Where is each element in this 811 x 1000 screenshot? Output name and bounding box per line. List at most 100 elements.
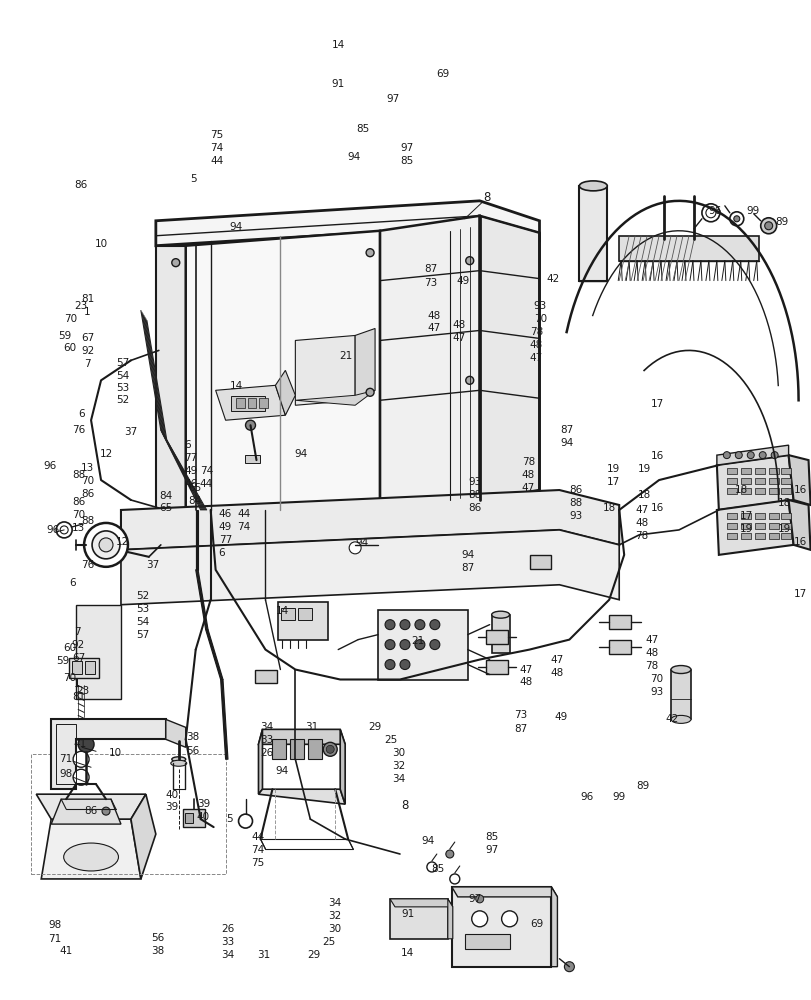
Text: 16: 16	[650, 451, 663, 461]
Text: 87: 87	[461, 563, 474, 573]
Ellipse shape	[172, 757, 186, 762]
Bar	[726, 468, 736, 474]
Text: 87: 87	[423, 264, 436, 274]
Text: 77: 77	[218, 535, 232, 545]
Polygon shape	[41, 819, 141, 879]
Bar	[768, 533, 778, 539]
Bar	[185, 813, 192, 823]
Text: 38: 38	[151, 946, 164, 956]
Text: 54: 54	[135, 617, 149, 627]
Text: 86: 86	[81, 489, 94, 499]
Text: 94: 94	[560, 438, 573, 448]
Text: 67: 67	[81, 333, 94, 343]
Text: 53: 53	[135, 604, 149, 614]
Text: 89: 89	[635, 781, 648, 791]
Text: 52: 52	[116, 395, 130, 405]
Text: 70: 70	[650, 675, 663, 685]
Text: 19: 19	[637, 464, 650, 474]
Text: 70: 70	[533, 314, 547, 324]
Text: 84: 84	[188, 496, 202, 506]
Text: 29: 29	[307, 950, 320, 960]
Text: 91: 91	[331, 79, 345, 89]
Text: 71: 71	[49, 934, 62, 944]
Bar	[290, 739, 304, 759]
Text: 97: 97	[485, 845, 498, 855]
Text: 99: 99	[611, 792, 624, 802]
Text: 23: 23	[76, 686, 89, 696]
Text: 70: 70	[63, 673, 76, 683]
Text: 18: 18	[602, 503, 615, 513]
Text: 75: 75	[251, 858, 264, 868]
Text: 96: 96	[44, 461, 57, 471]
Bar	[726, 478, 736, 484]
Bar	[753, 513, 764, 519]
Text: 65: 65	[159, 503, 172, 513]
Bar	[726, 523, 736, 529]
Text: 74: 74	[200, 466, 212, 476]
Circle shape	[414, 640, 424, 650]
Bar	[378, 610, 467, 680]
Bar	[753, 523, 764, 529]
Bar	[85, 661, 95, 674]
Circle shape	[172, 727, 186, 741]
Text: 87: 87	[514, 724, 527, 734]
Bar	[260, 398, 268, 408]
Text: 33: 33	[260, 735, 273, 745]
Circle shape	[760, 218, 775, 234]
Text: 17: 17	[650, 399, 663, 409]
Text: 40: 40	[165, 790, 178, 800]
Circle shape	[701, 204, 719, 222]
Text: 78: 78	[644, 661, 658, 671]
Bar	[779, 468, 790, 474]
Text: 44: 44	[238, 509, 251, 519]
Circle shape	[60, 526, 68, 534]
Circle shape	[73, 769, 89, 785]
Text: 49: 49	[184, 466, 197, 476]
Text: 96: 96	[580, 792, 594, 802]
Bar	[244, 455, 260, 463]
Polygon shape	[479, 216, 539, 500]
Polygon shape	[295, 335, 354, 405]
Circle shape	[427, 862, 436, 872]
Polygon shape	[787, 500, 809, 550]
Text: 21: 21	[339, 351, 353, 361]
Circle shape	[384, 660, 394, 670]
Polygon shape	[258, 729, 262, 794]
Text: 23: 23	[74, 301, 88, 311]
Text: 19: 19	[739, 524, 752, 534]
Ellipse shape	[578, 181, 607, 191]
Text: 85: 85	[400, 156, 413, 166]
Circle shape	[501, 911, 517, 927]
Text: 16: 16	[650, 503, 663, 513]
Text: 48: 48	[634, 518, 648, 528]
Text: 92: 92	[71, 640, 85, 650]
Text: 21: 21	[410, 636, 423, 646]
Text: 48: 48	[521, 470, 534, 480]
Polygon shape	[389, 899, 453, 907]
Text: 70: 70	[81, 476, 94, 486]
Text: 88: 88	[81, 516, 94, 526]
Text: 69: 69	[436, 69, 449, 79]
Circle shape	[735, 452, 741, 459]
Polygon shape	[156, 246, 186, 510]
Circle shape	[733, 216, 739, 222]
Text: 47: 47	[634, 505, 648, 515]
Circle shape	[73, 751, 89, 767]
Polygon shape	[258, 729, 345, 744]
Text: 74: 74	[238, 522, 251, 532]
Circle shape	[238, 814, 252, 828]
Text: 39: 39	[165, 802, 178, 812]
Bar	[608, 640, 630, 654]
Text: 86: 86	[468, 503, 481, 513]
Text: 31: 31	[305, 722, 318, 732]
Text: 32: 32	[392, 761, 405, 771]
Circle shape	[414, 620, 424, 630]
Bar	[740, 533, 750, 539]
Text: 26: 26	[260, 748, 273, 758]
Circle shape	[384, 640, 394, 650]
Bar	[464, 934, 509, 949]
Text: 32: 32	[328, 911, 341, 921]
Text: 76: 76	[81, 560, 94, 570]
Text: 34: 34	[221, 950, 234, 960]
Text: 98: 98	[59, 769, 72, 779]
